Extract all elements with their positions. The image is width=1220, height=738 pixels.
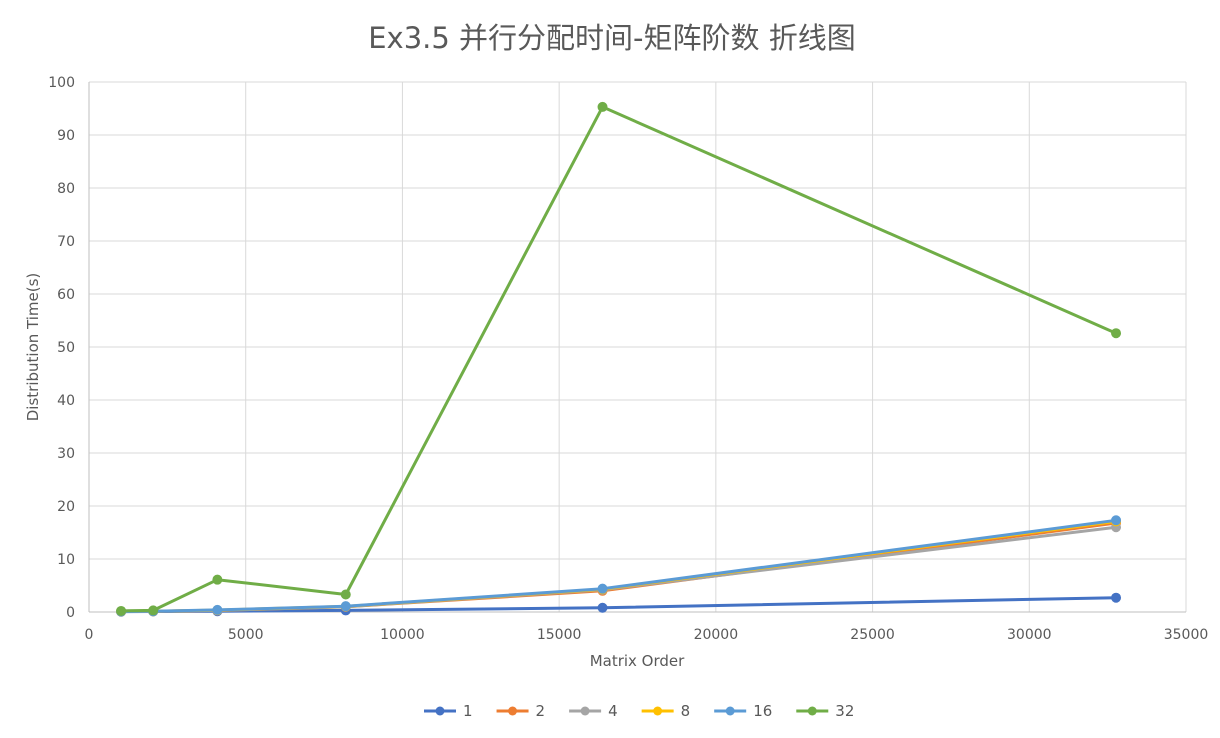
grid-lines (89, 81, 1187, 612)
legend-label-1: 1 (463, 702, 473, 720)
axes: 0 10 20 30 40 50 60 70 80 90 100 0 5000 10000 15000 200… (48, 75, 1208, 643)
legend-label-4: 4 (608, 702, 618, 720)
y-tick-label: 40 (57, 393, 75, 409)
y-tick-label: 80 (57, 181, 75, 197)
data-point-32-2[interactable] (212, 574, 223, 585)
legend-label-8: 8 (681, 702, 691, 720)
data-point-1-5[interactable] (1111, 592, 1122, 603)
y-tick-label: 100 (48, 75, 75, 91)
y-tick-label: 60 (57, 287, 75, 303)
series-line-16 (119, 518, 1118, 613)
x-axis-title: Matrix Order (590, 652, 685, 670)
data-point-16-2[interactable] (212, 604, 223, 615)
legend-marker-8 (653, 706, 663, 716)
legend-marker-32 (807, 706, 817, 716)
data-point-32-0[interactable] (116, 605, 127, 616)
series-line-2 (119, 521, 1118, 613)
data-point-32-1[interactable] (148, 605, 159, 616)
legend-marker-2 (508, 706, 518, 716)
y-tick-label: 20 (57, 499, 75, 515)
legend-item-2[interactable]: 2 (496, 702, 546, 720)
y-tick-label: 0 (66, 605, 75, 621)
legend-item-16[interactable]: 16 (714, 702, 772, 720)
series-layer (116, 101, 1122, 617)
legend-label-32: 32 (835, 702, 854, 720)
chart-title: Ex3.5 并行分配时间-矩阵阶数 折线图 (368, 21, 856, 55)
y-tick-label: 50 (57, 340, 75, 356)
x-tick-label: 0 (85, 627, 94, 643)
legend-item-32[interactable]: 32 (796, 702, 854, 720)
x-tick-label: 35000 (1164, 627, 1209, 643)
data-point-32-4[interactable] (597, 101, 608, 112)
data-point-16-3[interactable] (340, 601, 351, 612)
y-axis-title: Distribution Time(s) (24, 273, 42, 422)
series-line-8 (119, 519, 1118, 613)
x-tick-label: 25000 (850, 627, 895, 643)
y-tick-label: 30 (57, 446, 75, 462)
legend-label-2: 2 (536, 702, 546, 720)
legend-item-4[interactable]: 4 (569, 702, 618, 720)
legend-label-16: 16 (753, 702, 772, 720)
data-point-32-3[interactable] (340, 589, 351, 600)
legend-marker-16 (725, 706, 735, 716)
y-tick-label: 90 (57, 128, 75, 144)
data-point-16-5[interactable] (1111, 515, 1122, 526)
x-tick-label: 30000 (1007, 627, 1052, 643)
x-tick-label: 15000 (537, 627, 582, 643)
series-line-32 (119, 105, 1118, 613)
y-tick-label: 10 (57, 552, 75, 568)
x-tick-label: 20000 (694, 627, 739, 643)
legend-marker-1 (435, 706, 445, 716)
legend-item-8[interactable]: 8 (641, 702, 691, 720)
series-1 (116, 592, 1122, 617)
data-point-1-4[interactable] (597, 602, 608, 613)
legend[interactable]: 1 2 4 8 16 32 (424, 702, 854, 720)
series-32 (116, 101, 1122, 616)
legend-marker-4 (580, 706, 590, 716)
x-tick-label: 10000 (380, 627, 425, 643)
y-tick-label: 70 (57, 234, 75, 250)
x-tick-label: 5000 (228, 627, 264, 643)
data-point-32-5[interactable] (1111, 328, 1122, 339)
legend-item-1[interactable]: 1 (424, 702, 473, 720)
data-point-16-4[interactable] (597, 583, 608, 594)
